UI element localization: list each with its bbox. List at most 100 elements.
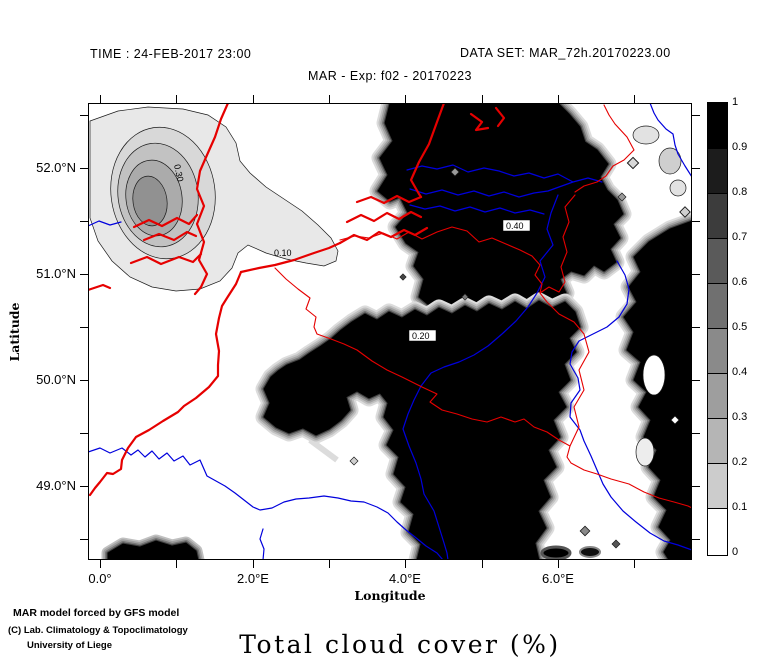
y-tick-right <box>692 221 700 222</box>
y-tick-right <box>692 115 700 116</box>
y-tick-right <box>692 274 700 275</box>
colorbar-tick-label: 0.1 <box>732 501 748 513</box>
border-be-nl <box>339 226 543 294</box>
x-tick-bottom <box>100 560 101 568</box>
x-tick-top <box>482 95 483 103</box>
y-tick-left <box>80 433 88 434</box>
y-tick-label: 50.0°N <box>36 372 76 387</box>
x-tick-top <box>176 95 177 103</box>
coastline-netherlands <box>409 103 446 199</box>
contour-label: 0.10 <box>274 248 292 258</box>
x-tick-label: 2.0°E <box>237 571 269 586</box>
y-tick-left <box>80 168 88 169</box>
colorbar-segment <box>708 373 727 418</box>
cloud-patches-ne <box>632 125 687 197</box>
cloud-mass-bottom-left <box>108 541 198 560</box>
x-tick-top <box>253 95 254 103</box>
contour-label: 0.20 <box>412 331 430 341</box>
x-tick-label: 0.0° <box>88 571 112 586</box>
x-tick-bottom <box>176 560 177 568</box>
x-tick-bottom <box>634 560 635 568</box>
x-tick-label: 6.0°E <box>542 571 574 586</box>
coastline-zeeland <box>355 194 423 205</box>
x-tick-bottom <box>482 560 483 568</box>
y-tick-left <box>80 274 88 275</box>
plot-title: Total cloud cover (%) <box>239 630 561 659</box>
coastline-england <box>193 103 230 296</box>
colorbar-tick-label: 0.8 <box>732 186 748 198</box>
experiment-label: MAR - Exp: f02 - 20170223 <box>308 69 472 83</box>
x-tick-label: 4.0°E <box>389 571 421 586</box>
x-tick-bottom <box>558 560 559 568</box>
colorbar-segment <box>708 148 727 193</box>
x-tick-top <box>100 95 101 103</box>
colorbar-tick-label: 0.6 <box>732 276 748 288</box>
y-tick-left <box>80 327 88 328</box>
colorbar-tick-label: 0.9 <box>732 141 748 153</box>
y-tick-left <box>80 380 88 381</box>
border-nl-de-south <box>539 194 576 294</box>
x-tick-bottom <box>329 560 330 568</box>
x-tick-top <box>634 95 635 103</box>
y-tick-right <box>692 539 700 540</box>
y-tick-left <box>80 486 88 487</box>
colorbar-segment <box>708 418 727 463</box>
y-tick-label: 49.0°N <box>36 478 76 493</box>
y-tick-left <box>80 221 88 222</box>
y-tick-right <box>692 433 700 434</box>
coastline-england <box>88 283 112 292</box>
colorbar-segment <box>708 463 727 508</box>
cloud-contour-nw-blob <box>89 106 339 292</box>
x-axis-title: Longitude <box>354 588 426 603</box>
colorbar-tick-label: 1 <box>732 96 739 108</box>
clear-pockets <box>635 354 680 467</box>
y-tick-label: 51.0°N <box>36 266 76 281</box>
y-axis-title: Latitude <box>7 302 22 362</box>
coastline-border-lines <box>88 103 692 509</box>
contour-label: 0.40 <box>506 221 524 231</box>
contour-label: 0.30 <box>172 163 185 182</box>
x-tick-top <box>405 95 406 103</box>
y-tick-left <box>80 539 88 540</box>
border-fr-be <box>274 267 692 509</box>
thames-estuary <box>132 213 199 229</box>
x-tick-top <box>329 95 330 103</box>
border-nl-de <box>574 104 635 193</box>
coastline-ijssel <box>469 112 490 132</box>
colorbar <box>707 102 728 556</box>
colorbar-segment <box>708 328 727 373</box>
coastline-france <box>88 270 243 497</box>
coastline-ijssel <box>494 106 506 128</box>
colorbar-tick-label: 0.3 <box>732 411 748 423</box>
colorbar-segment <box>708 193 727 238</box>
y-tick-right <box>692 327 700 328</box>
y-tick-right <box>692 486 700 487</box>
y-tick-left <box>80 115 88 116</box>
colorbar-segment <box>708 103 727 148</box>
credit-line-2: (C) Lab. Climatology & Topoclimatology <box>8 625 188 636</box>
colorbar-tick-label: 0.7 <box>732 231 748 243</box>
time-label: TIME : 24-FEB-2017 23:00 <box>90 47 252 61</box>
coastline-zeeland <box>345 210 423 224</box>
x-tick-bottom <box>405 560 406 568</box>
x-tick-bottom <box>253 560 254 568</box>
map-canvas: 0.30 0.10 0.40 0.20 <box>88 103 692 560</box>
contour-labels: 0.30 0.10 0.40 0.20 <box>172 163 531 342</box>
thames-estuary <box>142 230 198 242</box>
dataset-label: DATA SET: MAR_72h.20170223.00 <box>460 46 671 60</box>
cloud-blob-bottom <box>540 545 572 560</box>
y-tick-right <box>692 380 700 381</box>
colorbar-segment <box>708 508 727 553</box>
colorbar-tick-label: 0.5 <box>732 321 748 333</box>
cloud-blob-bottom <box>579 546 601 558</box>
y-tick-label: 52.0°N <box>36 160 76 175</box>
credit-line-3: University of Liege <box>27 640 112 651</box>
x-tick-top <box>558 95 559 103</box>
y-tick-right <box>692 168 700 169</box>
colorbar-tick-label: 0.2 <box>732 456 748 468</box>
river-lines <box>88 103 692 560</box>
map-frame <box>88 103 692 560</box>
colorbar-tick-label: 0.4 <box>732 366 748 378</box>
credit-line-1: MAR model forced by GFS model <box>13 607 180 619</box>
